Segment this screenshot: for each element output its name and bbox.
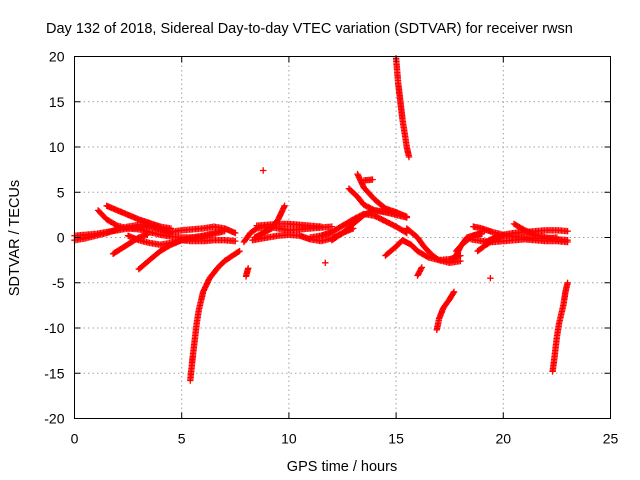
marker-path [260,167,267,174]
y-tick-label: 15 [49,94,65,110]
marker-path [487,275,494,282]
marker-path [474,232,507,255]
marker-path [414,264,425,279]
series-a3 [94,207,153,232]
series-b1 [187,247,243,384]
marker-path [94,207,153,232]
y-tick-label: -10 [44,320,64,336]
x-axis-label: GPS time / hours [287,459,397,475]
series-b6 [251,202,288,241]
series-d12 [487,275,494,282]
series-b2 [242,265,252,280]
series-a9 [167,223,239,237]
series-d10 [510,220,571,244]
series-a8 [178,237,239,245]
chart-title: Day 132 of 2018, Sidereal Day-to-day VTE… [46,21,573,37]
marker-path [103,202,175,232]
y-axis-label: SDTVAR / TECUs [7,180,23,296]
marker-path [403,225,464,266]
series-d3 [414,264,425,279]
marker-path [360,176,376,184]
marker-path [167,223,239,237]
marker-path [433,288,458,333]
marker-path [178,237,239,245]
series-d4 [433,288,458,333]
marker-path [251,202,288,241]
y-tick-label: -15 [44,365,64,381]
series-c4 [345,185,400,218]
series-b8 [322,259,329,266]
y-tick-label: -5 [52,275,65,291]
x-tick-label: 15 [388,431,404,447]
marker-path [549,279,571,375]
x-tick-label: 5 [178,431,186,447]
data-series [71,55,571,384]
x-tick-label: 10 [281,431,297,447]
y-tick-labels: 20 15 10 5 0 -5 -10 -15 -20 [44,49,611,427]
marker-path [345,185,400,218]
y-tick-label: 20 [49,49,65,65]
series-d13 [549,279,571,375]
marker-path [510,220,571,244]
x-tick-labels: 0 5 10 15 20 25 [71,56,619,447]
x-tick-label: 25 [603,431,619,447]
series-c6 [392,55,413,161]
series-b7 [260,167,267,174]
y-tick-label: 10 [49,139,65,155]
x-tick-label: 0 [71,431,79,447]
marker-path [322,259,329,266]
y-tick-label: 0 [57,230,65,246]
y-tick-label: 5 [57,184,65,200]
marker-path [242,265,252,280]
series-c5 [360,176,376,184]
series-d11 [474,232,507,255]
marker-path [187,247,243,384]
x-tick-label: 20 [496,431,512,447]
y-tick-label: -20 [44,411,64,427]
series-a4 [103,202,175,232]
series-d2 [403,225,464,266]
marker-path [392,55,413,161]
